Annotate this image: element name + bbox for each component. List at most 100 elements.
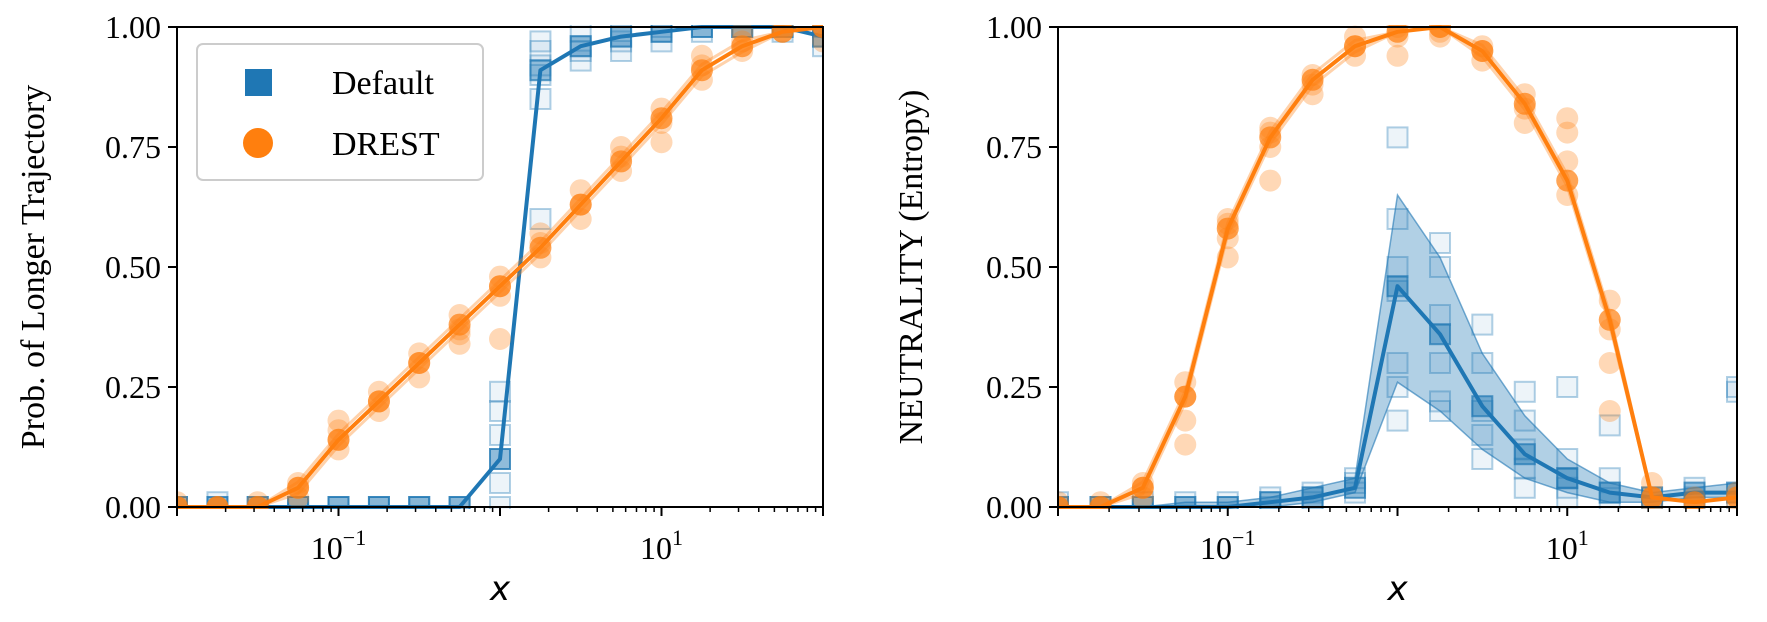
drest-mean-marker xyxy=(1301,68,1324,91)
y-tick-label: 0.00 xyxy=(986,489,1042,525)
default-point xyxy=(1429,352,1452,374)
drest-point xyxy=(1174,409,1197,432)
default-point xyxy=(529,88,552,110)
drest-point xyxy=(1259,169,1282,192)
legend-marker-default xyxy=(245,69,272,96)
drest-mean-marker xyxy=(1556,169,1579,192)
drest-mean-marker xyxy=(1058,496,1069,509)
x-tick-base: 10 xyxy=(311,530,343,566)
default-point xyxy=(1429,232,1452,254)
x-tick-label: 10−1 xyxy=(1200,525,1255,566)
x-tick-exponent: −1 xyxy=(343,525,366,550)
legend-label-drest: DREST xyxy=(332,126,440,163)
drest-mean-marker xyxy=(1641,486,1664,509)
y-tick-label: 0.75 xyxy=(986,129,1042,165)
x-tick-base: 10 xyxy=(1546,530,1578,566)
default-point xyxy=(1471,313,1494,336)
x-tick-label: 101 xyxy=(640,525,683,566)
default-point xyxy=(529,208,552,230)
drest-mean-marker xyxy=(1683,491,1706,509)
drest-point xyxy=(327,409,350,432)
drest-mean-marker xyxy=(1471,40,1494,62)
y-tick-label: 0.25 xyxy=(105,369,161,405)
drest-point xyxy=(448,332,471,355)
drest-mean-marker xyxy=(690,59,713,82)
default-point xyxy=(1513,476,1536,499)
drest-mean-marker xyxy=(812,25,823,38)
drest-mean-marker xyxy=(1089,496,1112,509)
x-tick-exponent: 1 xyxy=(672,525,683,550)
default-point xyxy=(1386,256,1409,278)
default-mean-marker xyxy=(1344,476,1367,499)
default-mean-marker xyxy=(1301,486,1324,509)
drest-mean-marker xyxy=(448,313,471,336)
default-mean-marker xyxy=(1259,491,1282,509)
x-tick-base: 10 xyxy=(1200,530,1232,566)
default-point xyxy=(1556,376,1579,398)
default-point xyxy=(1598,414,1621,437)
default-mean-marker xyxy=(1598,481,1621,504)
default-point xyxy=(1726,380,1737,403)
y-tick-label: 0.50 xyxy=(986,249,1042,285)
default-point xyxy=(1429,390,1452,413)
y-tick-label: 0.75 xyxy=(105,129,161,165)
default-point xyxy=(1386,409,1409,432)
drest-point xyxy=(1556,107,1579,130)
default-mean-marker xyxy=(610,25,633,48)
drest-point xyxy=(1556,121,1579,144)
default-point xyxy=(1471,352,1494,374)
drest-mean-marker xyxy=(287,476,310,499)
x-axis-label: x xyxy=(489,569,511,609)
default-point xyxy=(1386,352,1409,374)
default-mean-marker xyxy=(1429,323,1452,346)
drest-point xyxy=(650,131,673,154)
default-point xyxy=(1386,208,1409,230)
x-tick-base: 10 xyxy=(640,530,672,566)
default-point xyxy=(1429,256,1452,278)
drest-mean-marker xyxy=(206,496,229,509)
default-mean-marker xyxy=(1513,443,1536,466)
drest-mean-marker xyxy=(610,150,633,173)
default-confidence-band xyxy=(1058,192,1737,508)
default-point xyxy=(1471,424,1494,446)
drest-mean-marker xyxy=(1598,308,1621,331)
legend: Default DREST xyxy=(196,43,484,181)
drest-mean-marker xyxy=(1344,35,1367,58)
y-axis-label: NEUTRALITY (Entropy) xyxy=(893,90,930,445)
drest-mean-marker xyxy=(1174,385,1197,408)
drest-mean-marker xyxy=(489,275,511,298)
drest-mean-marker xyxy=(731,35,754,58)
legend-label-default: Default xyxy=(332,65,435,102)
default-point xyxy=(1556,448,1579,470)
default-mean-marker xyxy=(489,448,511,470)
default-point xyxy=(1513,409,1536,432)
drest-mean-marker xyxy=(1131,476,1154,499)
drest-point xyxy=(1386,44,1409,67)
drest-mean-marker xyxy=(246,496,269,509)
x-tick-label: 10−1 xyxy=(311,525,366,566)
default-mean-marker xyxy=(1386,275,1409,298)
legend-marker-drest xyxy=(243,128,273,158)
x-tick-exponent: −1 xyxy=(1232,525,1255,550)
default-mean-marker xyxy=(1556,467,1579,490)
plot-area xyxy=(1058,25,1737,509)
drest-mean-marker xyxy=(529,236,552,259)
drest-point xyxy=(1598,400,1621,422)
drest-mean-marker xyxy=(569,193,592,216)
drest-mean-marker xyxy=(1726,486,1737,509)
y-tick-label: 0.50 xyxy=(105,249,161,285)
drest-point xyxy=(1598,352,1621,374)
drest-mean-marker xyxy=(408,352,431,374)
default-point xyxy=(1513,380,1536,403)
default-point xyxy=(529,30,552,53)
default-point xyxy=(489,472,511,494)
default-point xyxy=(1386,376,1409,398)
x-tick-label: 101 xyxy=(1546,525,1589,566)
x-tick-exponent: 1 xyxy=(1578,525,1589,550)
drest-mean-marker xyxy=(327,428,350,451)
default-point xyxy=(1429,304,1452,326)
default-mean-marker xyxy=(650,25,673,43)
